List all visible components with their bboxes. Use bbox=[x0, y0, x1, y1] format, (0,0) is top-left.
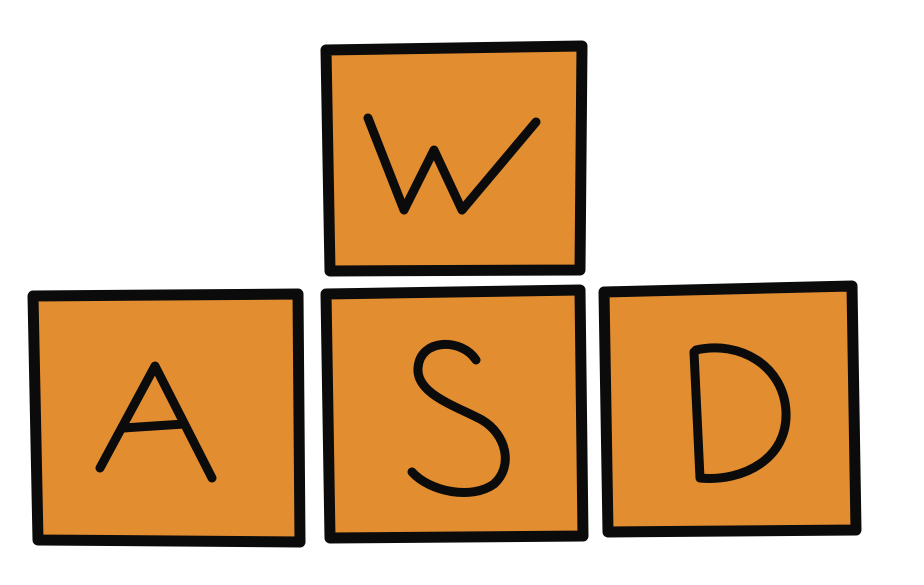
letter-a-glyph bbox=[95, 361, 217, 483]
key-a-face bbox=[27, 288, 306, 548]
key-s: S bbox=[320, 284, 589, 544]
letter-w-glyph bbox=[363, 113, 541, 215]
letter-d-glyph bbox=[689, 343, 791, 483]
key-a: A bbox=[27, 288, 306, 548]
key-d: D bbox=[598, 280, 862, 538]
key-w: W bbox=[320, 40, 588, 277]
key-d-face bbox=[598, 280, 862, 538]
letter-s-glyph bbox=[407, 340, 510, 497]
key-w-face bbox=[320, 40, 588, 277]
key-s-face bbox=[320, 284, 589, 544]
